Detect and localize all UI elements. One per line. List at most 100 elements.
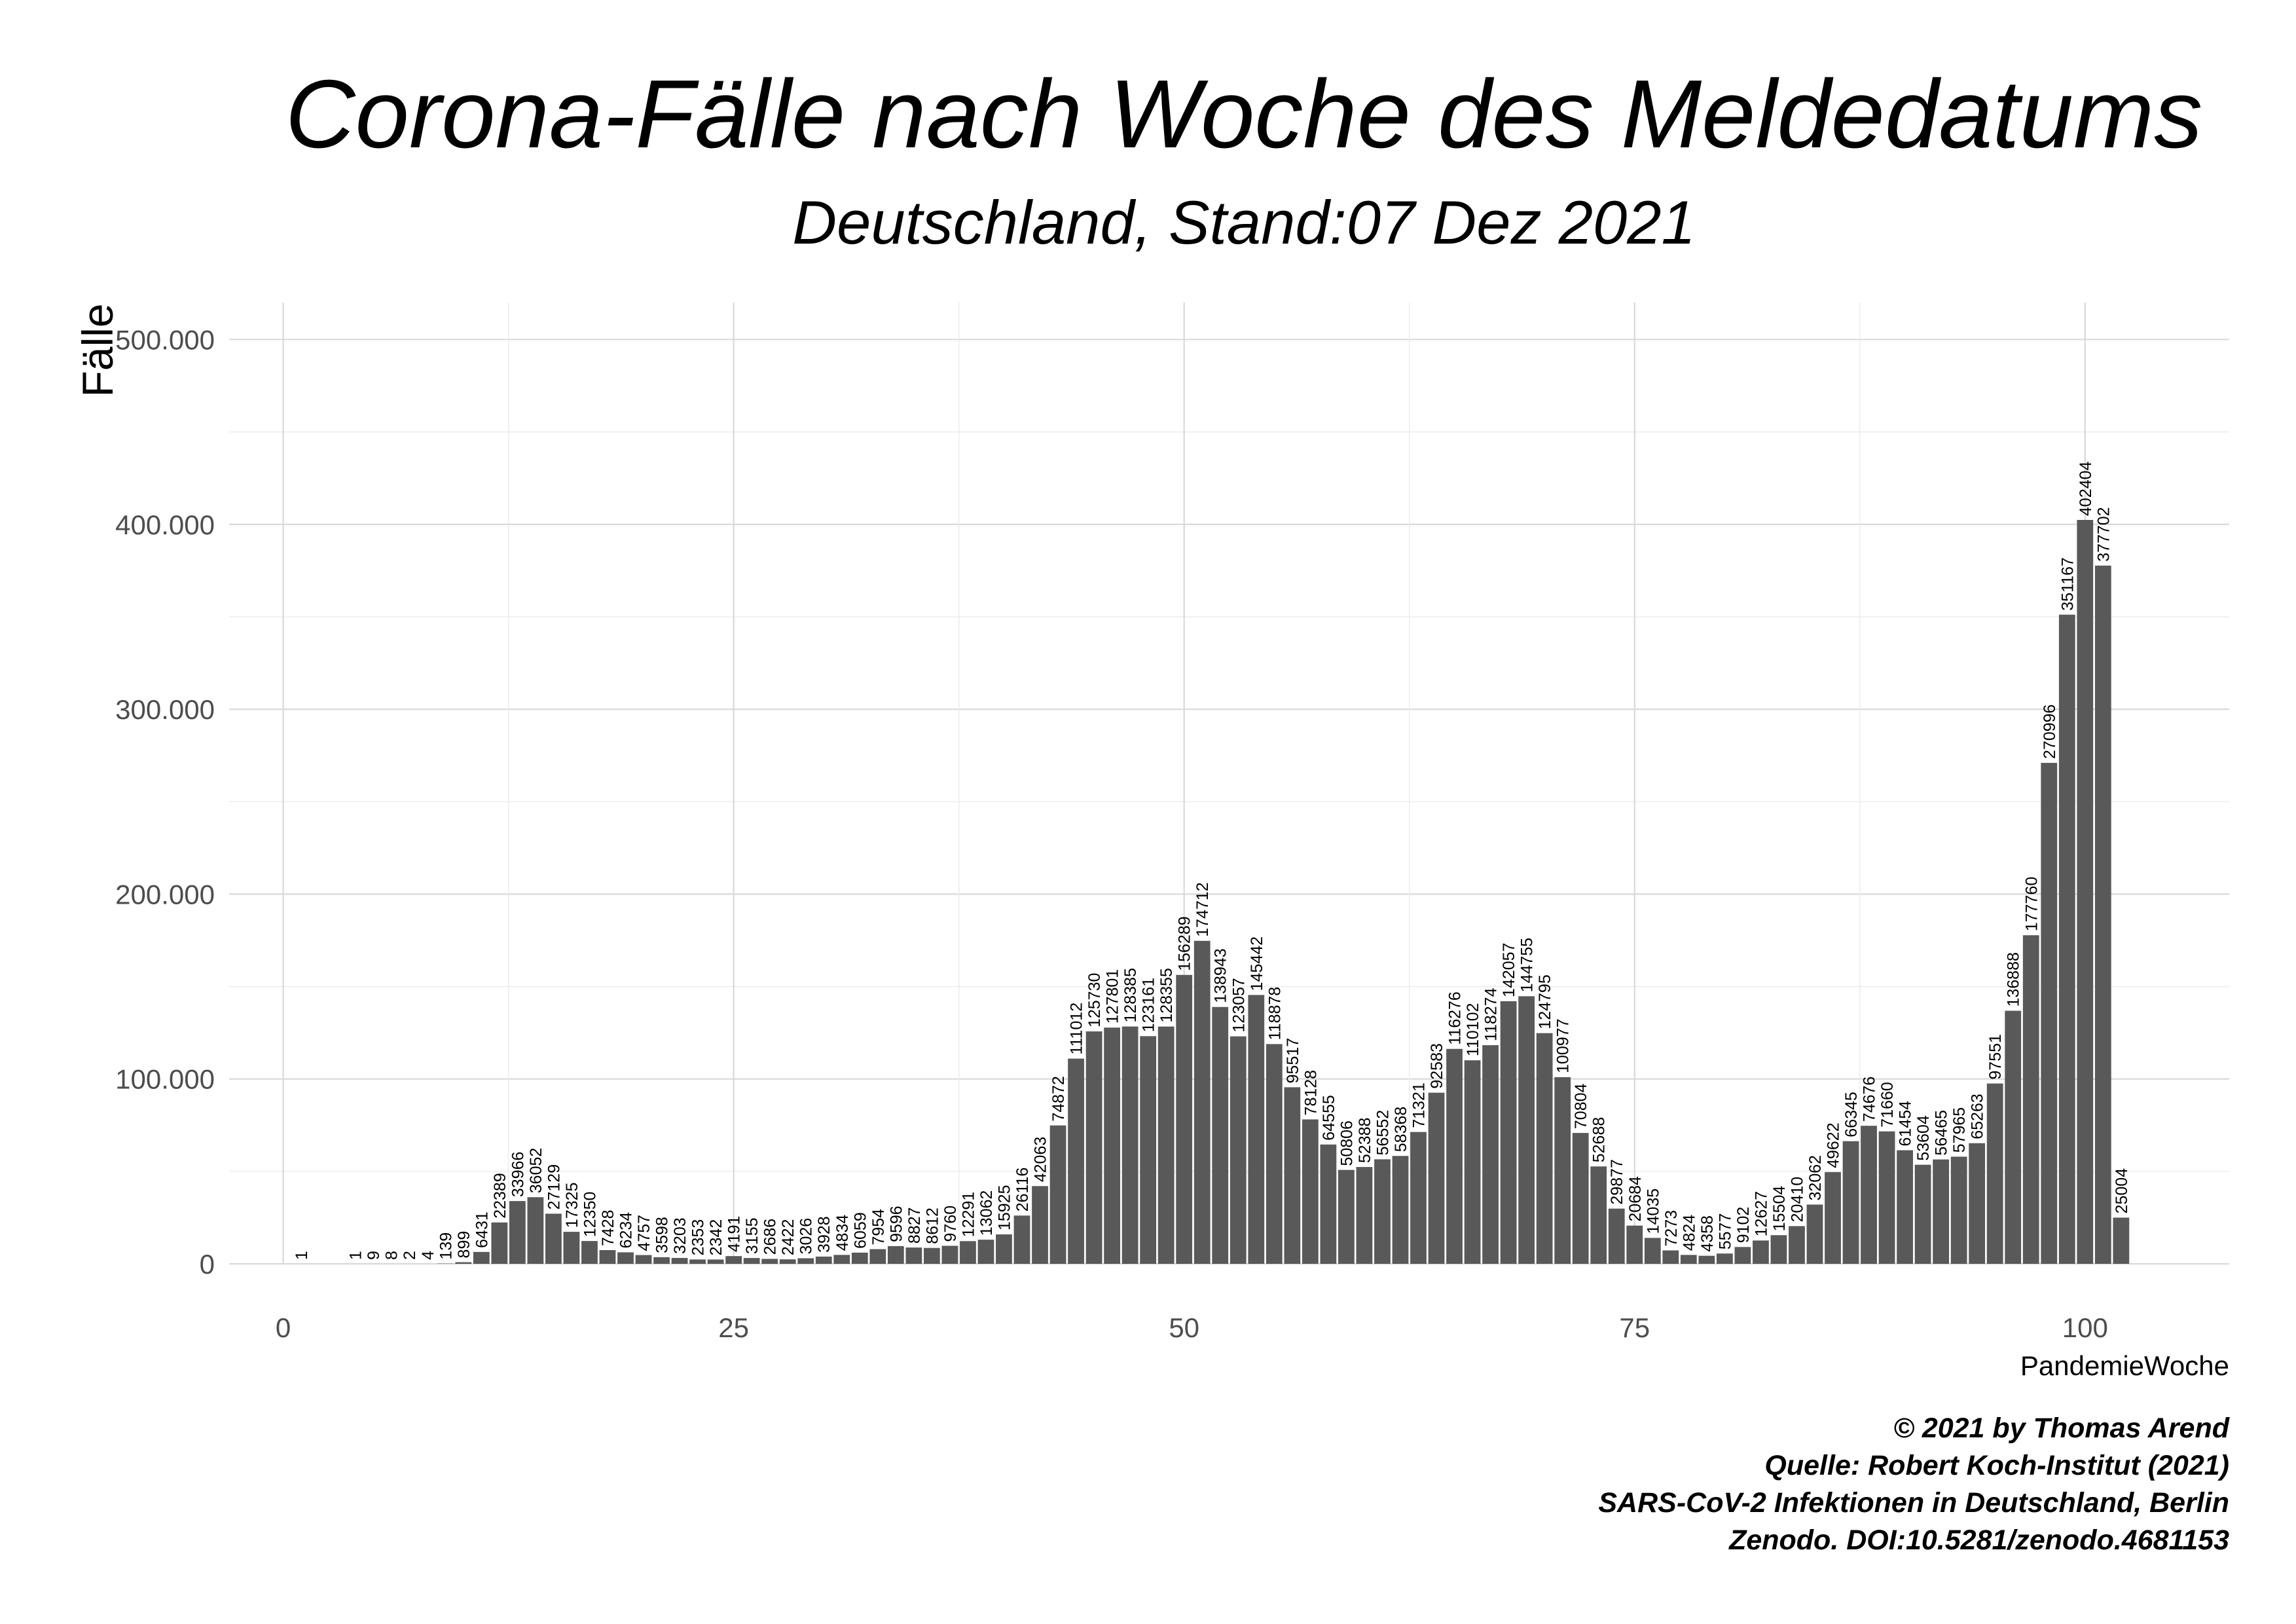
bar-data-label: 20684 (1626, 1176, 1645, 1222)
bar-data-label: 2342 (707, 1219, 725, 1256)
bar (1536, 1033, 1553, 1264)
bar (2058, 614, 2075, 1264)
bar (689, 1259, 706, 1264)
bar (1986, 1083, 2003, 1264)
bar (2022, 935, 2039, 1264)
bar-data-label: 1 (347, 1251, 365, 1260)
y-tick-label: 500.000 (115, 324, 215, 355)
bar (1662, 1250, 1679, 1264)
bar-data-label: 4834 (833, 1215, 852, 1251)
bar (1897, 1150, 1913, 1264)
bar (1842, 1141, 1859, 1264)
bar-data-label: 138943 (1212, 948, 1230, 1003)
bar-data-label: 351167 (2058, 557, 2077, 611)
y-tick-label: 200.000 (115, 879, 215, 910)
bar-data-label: 8 (383, 1251, 401, 1260)
bar-data-label: 8612 (923, 1208, 941, 1244)
bar-data-label: 74872 (1049, 1076, 1068, 1122)
caption-doi: Zenodo. DOI:10.5281/zenodo.4681153 (1728, 1524, 2229, 1556)
bar (581, 1241, 598, 1264)
bar (1140, 1036, 1157, 1264)
bar (1194, 940, 1211, 1264)
y-tick-label: 400.000 (115, 509, 215, 540)
bar (1914, 1164, 1931, 1264)
bar-data-label: 50806 (1338, 1120, 1356, 1166)
bar (960, 1241, 976, 1264)
bar-data-label: 56465 (1933, 1110, 1951, 1156)
bar (1356, 1167, 1373, 1264)
bar-data-label: 3026 (797, 1218, 816, 1255)
bar-data-label: 174712 (1194, 882, 1212, 936)
bar-data-label: 12350 (581, 1192, 599, 1238)
bar-data-label: 118274 (1482, 987, 1501, 1041)
bar-data-label: 25004 (2113, 1168, 2131, 1214)
bar-data-label: 15925 (995, 1185, 1013, 1231)
bar-data-label: 9102 (1734, 1207, 1753, 1244)
bar (761, 1259, 778, 1264)
bar (1176, 974, 1193, 1264)
bar (1068, 1058, 1084, 1264)
bar (1121, 1026, 1139, 1264)
bar-data-label: 71321 (1410, 1082, 1428, 1128)
bar (1410, 1132, 1427, 1264)
bar-data-label: 12291 (959, 1192, 977, 1238)
bar (1590, 1166, 1607, 1264)
bar (923, 1247, 940, 1264)
bar-data-label: 17325 (563, 1183, 581, 1228)
bar (1500, 1001, 1517, 1264)
bar (1085, 1031, 1102, 1264)
y-tick-label: 0 (200, 1249, 215, 1280)
bar (509, 1201, 526, 1264)
bar-data-label: 52688 (1590, 1117, 1609, 1163)
bar-data-label: 74676 (1861, 1077, 1879, 1122)
bar-data-label: 9 (365, 1251, 383, 1260)
bar-data-label: 66345 (1842, 1092, 1861, 1137)
caption: © 2021 by Thomas Arend Quelle: Robert Ko… (1598, 1412, 2229, 1556)
bar-data-label: 52388 (1356, 1118, 1374, 1164)
bar (833, 1255, 850, 1264)
x-tick-label: 0 (276, 1312, 291, 1343)
bar (1806, 1204, 1823, 1264)
bar (1878, 1131, 1895, 1264)
bar (1770, 1235, 1787, 1264)
bar (941, 1246, 958, 1264)
bar-data-label: 116276 (1446, 991, 1465, 1045)
bar (563, 1232, 580, 1264)
bar-data-label: 156289 (1176, 916, 1194, 970)
bar-data-label: 6059 (851, 1212, 869, 1249)
bar (1608, 1208, 1625, 1264)
bar-data-label: 14035 (1644, 1189, 1662, 1234)
bar-data-label: 13062 (977, 1190, 996, 1236)
bar-data-label: 4191 (725, 1216, 744, 1253)
bar (1933, 1159, 1950, 1264)
bar-data-label: 128385 (1121, 968, 1140, 1022)
x-tick-label: 50 (1169, 1312, 1199, 1343)
bar-data-label: 4 (419, 1251, 437, 1260)
bar-data-label: 7954 (869, 1209, 888, 1246)
bar-data-label: 1 (293, 1251, 311, 1260)
bar (491, 1222, 508, 1264)
chart-subtitle: Deutschland, Stand:07 Dez 2021 (792, 188, 1696, 257)
bar-data-label: 32062 (1806, 1155, 1825, 1201)
bar (1230, 1036, 1247, 1264)
bar (617, 1252, 634, 1264)
bar-data-label: 270996 (2041, 705, 2059, 759)
bar-data-label: 9596 (887, 1206, 905, 1242)
bar (996, 1234, 1012, 1264)
bar (473, 1251, 490, 1264)
bar (1392, 1156, 1409, 1264)
bar-data-label: 49622 (1825, 1122, 1843, 1168)
bar (1969, 1143, 1986, 1264)
bar (1680, 1255, 1697, 1264)
bar-data-label: 6234 (617, 1212, 636, 1249)
bar (653, 1257, 670, 1264)
bar-data-label: 4824 (1680, 1215, 1698, 1251)
bar-data-label: 70804 (1572, 1083, 1590, 1129)
y-axis: 0 100.000 200.000 300.000 400.000 500.000 (115, 324, 215, 1280)
bar (725, 1256, 742, 1264)
bar-data-label: 125730 (1085, 973, 1104, 1027)
bar-data-label: 58368 (1392, 1107, 1410, 1153)
bar (1248, 995, 1265, 1264)
bar-data-label: 56552 (1374, 1110, 1392, 1156)
bar-data-label: 123161 (1140, 978, 1158, 1032)
